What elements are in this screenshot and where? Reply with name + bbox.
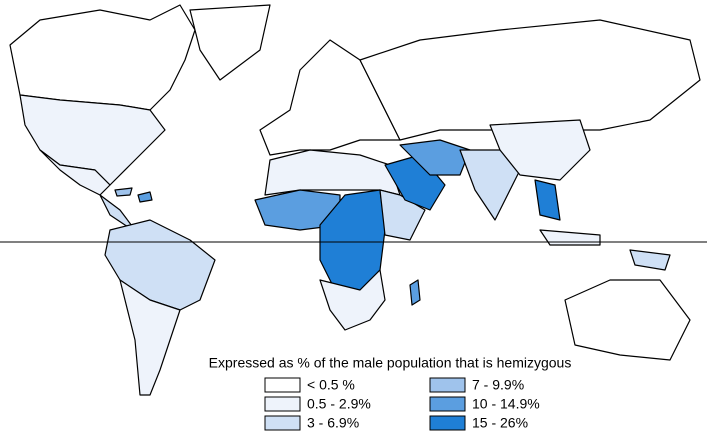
- legend-swatch: [429, 396, 466, 412]
- region: [9, 4, 196, 111]
- legend-title: Expressed as % of the male population th…: [209, 355, 572, 371]
- legend-swatch: [429, 377, 466, 393]
- legend-swatch: [264, 396, 301, 412]
- legend-label: 0.5 - 2.9%: [307, 396, 371, 412]
- region: [39, 149, 111, 196]
- legend-swatch: [429, 415, 466, 431]
- region: [114, 187, 133, 197]
- region: [459, 149, 521, 221]
- region: [264, 149, 401, 196]
- region: [119, 279, 181, 396]
- region: [189, 4, 271, 81]
- region: [319, 269, 386, 331]
- legend-label: 3 - 6.9%: [307, 415, 359, 431]
- region: [539, 229, 601, 246]
- land-regions: [9, 4, 701, 396]
- region: [379, 189, 426, 241]
- legend-label: 15 - 26%: [472, 415, 528, 431]
- legend-swatch: [264, 415, 301, 431]
- region: [359, 19, 701, 141]
- region: [137, 191, 153, 203]
- region: [629, 249, 671, 271]
- legend-label: < 0.5 %: [307, 377, 355, 393]
- legend: < 0.5 % 0.5 - 2.9% 3 - 6.9% 7 - 9.9% 10 - 14…: [264, 377, 540, 431]
- region: [104, 219, 216, 311]
- legend-label: 7 - 9.9%: [472, 377, 524, 393]
- region: [534, 179, 561, 221]
- legend-label: 10 - 14.9%: [472, 396, 540, 412]
- region: [564, 279, 691, 361]
- region: [489, 119, 591, 181]
- legend-swatch: [264, 377, 301, 393]
- region: [409, 279, 421, 306]
